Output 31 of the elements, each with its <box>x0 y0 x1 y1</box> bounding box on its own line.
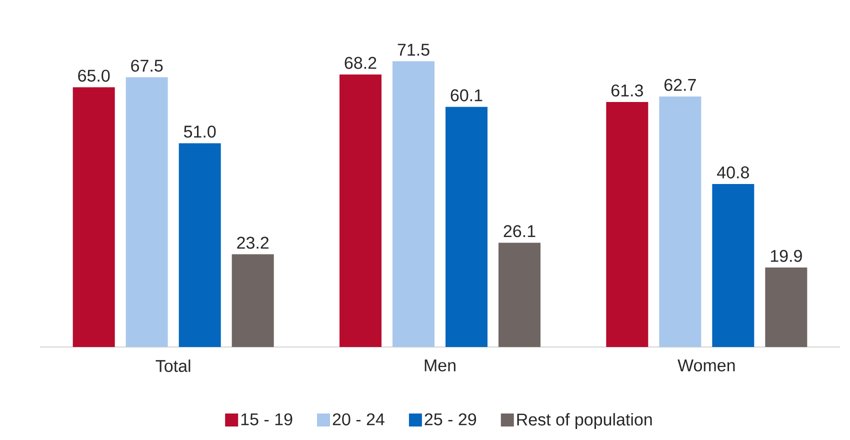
x-tick-label: Total <box>156 360 190 372</box>
data-label: 19.9 <box>770 250 802 262</box>
data-label: 62.7 <box>664 78 696 91</box>
bar <box>498 242 541 347</box>
bar <box>232 254 274 347</box>
legend-label: Rest of population <box>517 413 652 429</box>
data-label: 40.8 <box>717 166 749 178</box>
data-label: 67.5 <box>131 60 163 72</box>
bar <box>126 77 168 347</box>
bar <box>659 96 702 347</box>
data-label: 61.3 <box>611 84 643 97</box>
legend-label: 20 - 24 <box>332 413 384 426</box>
data-label: 60.1 <box>450 89 482 102</box>
bar <box>712 184 754 347</box>
x-tick-label: Women <box>678 360 735 372</box>
bar <box>72 87 115 347</box>
bar <box>340 74 382 347</box>
bar <box>392 61 435 347</box>
data-label: 26.1 <box>504 225 536 238</box>
bar <box>446 106 488 347</box>
legend-label: 25 - 29 <box>424 413 476 426</box>
x-tick-label: Men <box>424 360 456 372</box>
data-label: 65.0 <box>78 70 110 82</box>
bar <box>178 143 221 347</box>
data-label: 23.2 <box>237 236 269 249</box>
bar <box>765 267 808 347</box>
data-label: 51.0 <box>184 126 216 138</box>
data-label: 71.5 <box>398 44 430 56</box>
data-label: 68.2 <box>344 56 376 69</box>
legend-label: 15 - 19 <box>241 413 292 426</box>
bar <box>606 102 648 347</box>
